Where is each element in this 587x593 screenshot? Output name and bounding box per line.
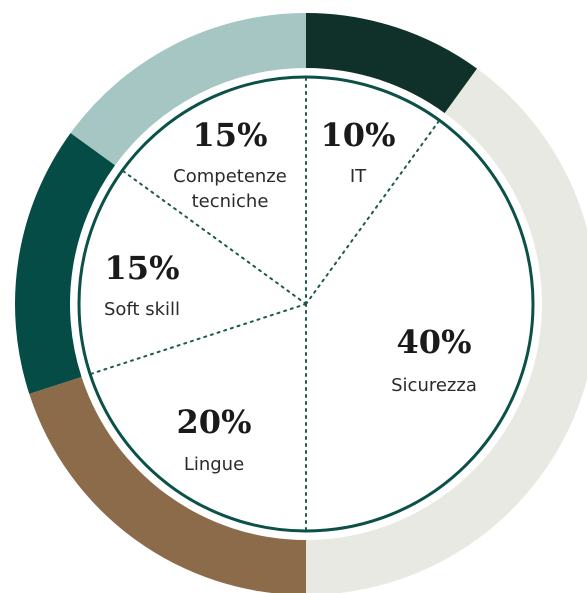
slice-dividers xyxy=(91,78,440,530)
slice-label-4: Soft skill xyxy=(104,299,180,320)
slice-label-5: tecniche xyxy=(192,191,269,212)
slice-percent-3: 20% xyxy=(177,403,252,441)
slice-label-1: IT xyxy=(350,166,367,187)
ring-segment-4 xyxy=(15,132,116,394)
outer-ring xyxy=(15,13,587,593)
ring-segment-1 xyxy=(306,13,478,114)
slice-percent-4: 15% xyxy=(105,249,180,287)
slice-percent-2: 40% xyxy=(397,323,472,361)
slice-percent-5: 15% xyxy=(193,116,268,154)
ring-segment-2 xyxy=(306,68,587,593)
slice-divider xyxy=(122,170,307,305)
ring-segment-5 xyxy=(70,13,307,166)
slice-percent-1: 10% xyxy=(321,116,396,154)
slice-label-5: Competenze xyxy=(173,166,287,187)
slice-divider xyxy=(305,120,440,305)
slice-label-3: Lingue xyxy=(184,454,244,475)
slice-labels: 10% IT 40% Sicurezza 20% Lingue 15% Soft skill 1… xyxy=(104,116,477,475)
ring-segment-3 xyxy=(29,376,306,593)
slice-divider xyxy=(91,303,307,375)
slice-label-2: Sicurezza xyxy=(391,375,477,396)
